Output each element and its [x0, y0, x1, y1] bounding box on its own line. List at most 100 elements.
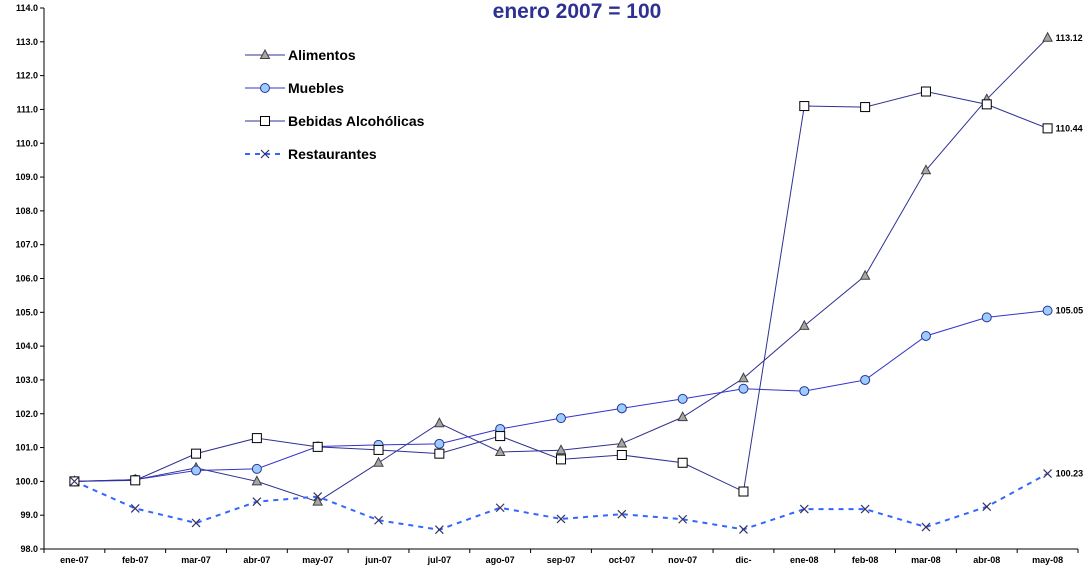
y-tick-label: 106.0: [15, 274, 38, 284]
legend-label: Alimentos: [288, 47, 356, 63]
data-point: [860, 374, 871, 385]
data-point: [677, 411, 688, 422]
y-tick-label: 100.0: [15, 476, 38, 486]
data-point: [921, 522, 931, 532]
x-tick-label: jul-07: [427, 555, 452, 565]
data-point: [555, 444, 567, 455]
legend-marker: [259, 48, 271, 59]
series-line-3: [74, 472, 1049, 531]
x-tick-label: sep-07: [547, 555, 576, 565]
x-tick-label: may-07: [302, 555, 333, 565]
x-tick-label: ago-07: [486, 555, 515, 565]
y-tick-label: 113.0: [16, 37, 38, 47]
y-tick-label: 107.0: [15, 240, 38, 250]
legend-marker: [260, 83, 270, 93]
series-line-2: [74, 91, 1048, 493]
data-point: [738, 486, 749, 497]
x-tick-label: mar-07: [181, 555, 211, 565]
data-point: [860, 102, 871, 113]
legend-marker: [260, 149, 270, 159]
data-point: [495, 503, 505, 513]
legend-label: Bebidas Alcohólicas: [288, 113, 425, 129]
x-tick-label: abr-08: [973, 555, 1000, 565]
data-point: [1042, 31, 1053, 42]
data-point: [982, 502, 992, 512]
data-point: [616, 450, 627, 461]
data-point: [616, 437, 628, 448]
series-end-label: 105.05: [1056, 306, 1084, 316]
x-tick-label: may-08: [1032, 555, 1063, 565]
data-point: [616, 403, 627, 414]
x-tick-label: oct-07: [609, 555, 636, 565]
y-tick-label: 102.0: [15, 409, 38, 419]
data-point: [130, 475, 141, 486]
chart-title: enero 2007 = 100: [493, 0, 662, 23]
legend-label: Muebles: [288, 80, 344, 96]
data-point: [1042, 305, 1053, 316]
data-point: [191, 465, 202, 476]
data-point: [251, 433, 262, 444]
y-tick-label: 108.0: [15, 206, 38, 216]
data-point: [556, 413, 566, 424]
data-point: [1042, 123, 1053, 134]
data-point: [130, 504, 140, 513]
x-tick-label: ene-08: [790, 555, 819, 565]
data-point: [677, 457, 688, 468]
x-tick-label: dic-: [735, 555, 751, 565]
series-layer: 113.12 105.05 110.44 100.23: [69, 31, 1084, 535]
data-point: [494, 445, 506, 456]
data-point: [739, 524, 748, 534]
x-tick-label: jun-07: [364, 555, 392, 565]
y-tick-label: 104.0: [15, 341, 38, 351]
data-point: [434, 438, 445, 449]
data-point: [1043, 469, 1053, 479]
data-point: [859, 269, 871, 280]
data-point: [981, 99, 992, 110]
data-point: [617, 509, 627, 519]
data-point: [556, 514, 566, 524]
data-point: [191, 448, 202, 459]
data-point: [252, 497, 262, 507]
x-tick-label: feb-08: [852, 555, 879, 565]
y-tick-label: 101.0: [15, 443, 38, 453]
data-point: [677, 393, 688, 404]
y-tick-label: 109.0: [15, 172, 38, 182]
data-point: [312, 441, 323, 452]
data-point: [799, 504, 809, 514]
axes: 98.0 99.0 100.0 101.0 102.0 103.0 104.0 105.0 10…: [15, 3, 1079, 565]
y-tick-label: 103.0: [15, 375, 38, 385]
y-tick-label: 105.0: [15, 307, 38, 317]
legend: Alimentos Muebles Bebidas Alcohólicas Resta…: [245, 47, 425, 162]
series-line-0: [74, 37, 1048, 503]
x-tick-label: feb-07: [122, 555, 149, 565]
data-point: [373, 444, 384, 455]
data-point: [251, 475, 263, 486]
data-point: [495, 431, 506, 442]
y-tick-label: 99.0: [20, 510, 38, 520]
series-end-label: 110.44: [1056, 123, 1083, 133]
data-point: [312, 495, 324, 506]
y-tick-label: 111.0: [16, 104, 38, 114]
data-point: [678, 514, 688, 524]
y-tick-label: 114.0: [16, 3, 38, 13]
data-point: [738, 383, 749, 394]
y-tick-label: 110.0: [16, 138, 38, 148]
legend-marker: [260, 116, 270, 126]
data-point: [860, 504, 870, 514]
y-tick-label: 112.0: [16, 71, 38, 81]
data-point: [69, 476, 79, 486]
data-point: [920, 330, 931, 341]
data-point: [981, 312, 992, 323]
data-point: [798, 319, 810, 330]
data-point: [434, 448, 445, 459]
data-point: [191, 518, 201, 528]
x-tick-label: abr-07: [243, 555, 270, 565]
data-point: [313, 492, 323, 502]
data-point: [434, 525, 444, 535]
data-point: [373, 456, 384, 467]
x-tick-label: mar-08: [911, 555, 941, 565]
data-point: [799, 386, 810, 397]
series-end-label: 100.23: [1056, 469, 1084, 479]
series-end-label: 113.12: [1056, 33, 1083, 43]
